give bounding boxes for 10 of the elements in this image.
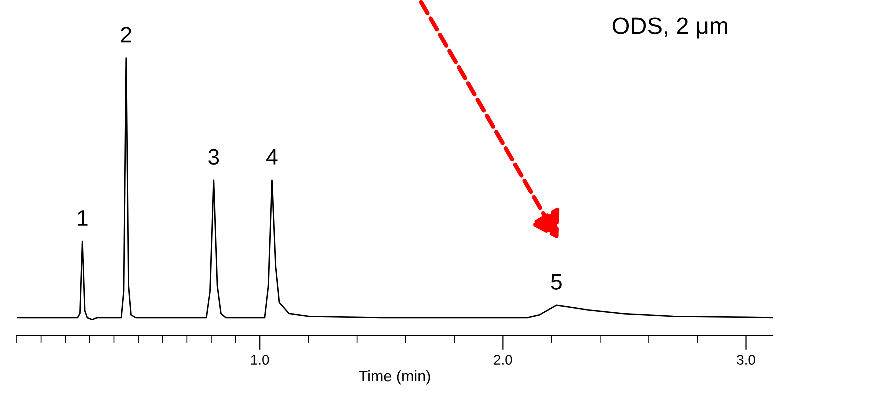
x-axis-title: Time (min)	[359, 370, 430, 385]
annotation: 2	[121, 27, 132, 43]
x-tick-label: 2.0	[494, 355, 512, 365]
text: ODS, 2 μm	[612, 18, 728, 39]
annotation: 1	[78, 210, 88, 226]
annotation: 3	[208, 149, 220, 165]
x-tick-label: 1.0	[251, 355, 270, 365]
annotation: 4	[266, 149, 278, 165]
annotation: 5	[551, 274, 562, 290]
x-tick-label: 3.0	[737, 355, 756, 365]
